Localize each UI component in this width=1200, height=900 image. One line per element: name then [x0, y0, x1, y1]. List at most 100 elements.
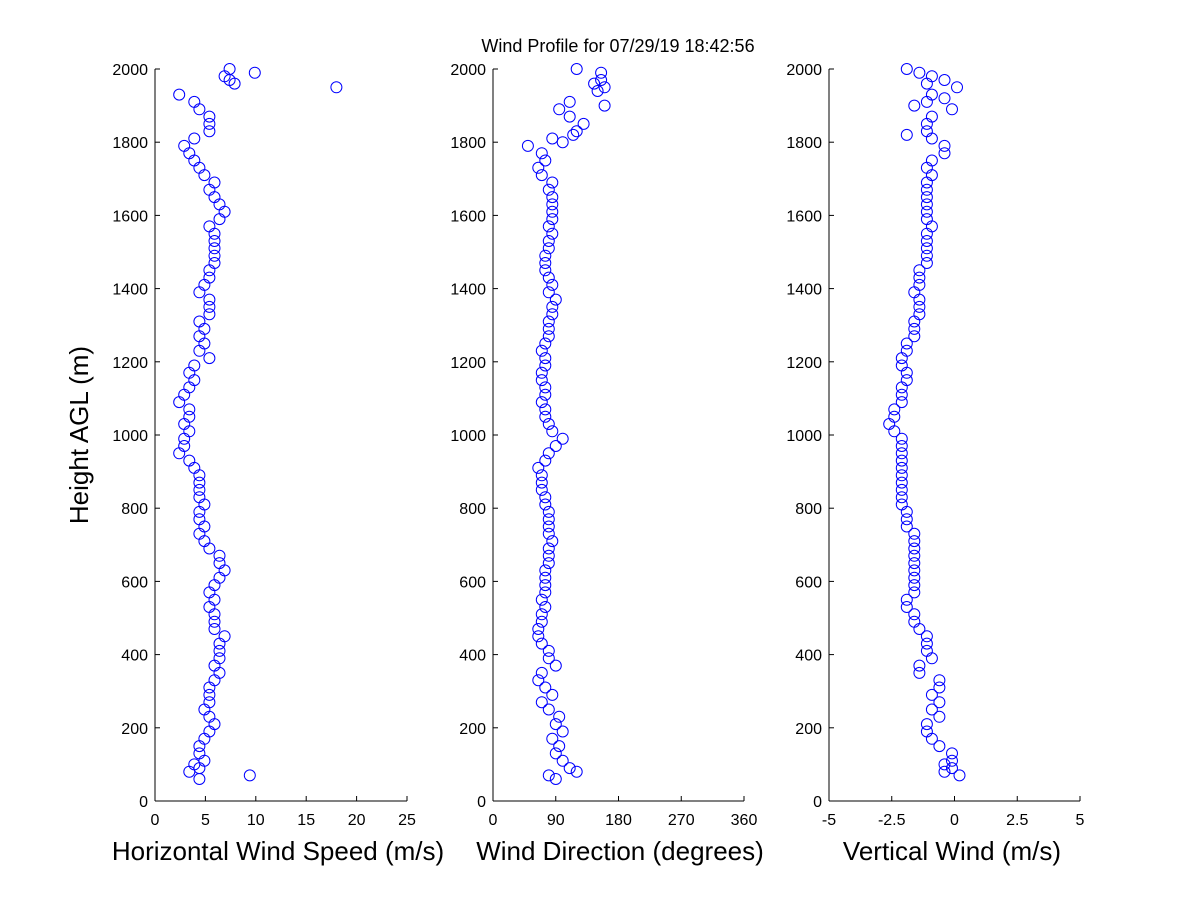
- vertical-data-point: [895, 447, 908, 460]
- direction-data-point: [549, 659, 562, 672]
- vertical-data-point: [938, 74, 951, 86]
- direction-data-point: [535, 696, 548, 709]
- vertical-y-tick-label: 1400: [786, 282, 822, 299]
- direction-data-point: [546, 278, 559, 291]
- vertical-y-tick-label: 2000: [786, 62, 822, 79]
- vertical-data-point: [900, 63, 913, 75]
- vertical-data-point: [933, 696, 946, 709]
- vertical-y-tick-label: 600: [795, 574, 822, 591]
- direction-data-point: [535, 483, 548, 496]
- speed-y-tick-label: 0: [139, 794, 148, 811]
- vertical-data-point: [895, 359, 908, 372]
- vertical-data-point: [925, 703, 938, 716]
- direction-data-point: [539, 381, 552, 394]
- vertical-data-point: [908, 542, 921, 555]
- direction-x-tick-label: 180: [605, 812, 632, 829]
- direction-data-point: [521, 139, 534, 152]
- vertical-data-point: [953, 769, 966, 782]
- speed-x-axis-label: Horizontal Wind Speed (m/s): [112, 836, 444, 866]
- direction-data-point: [539, 491, 552, 504]
- direction-data-point: [588, 77, 601, 90]
- vertical-data-point: [895, 483, 908, 496]
- direction-data-point: [546, 213, 559, 226]
- vertical-data-point: [908, 322, 921, 335]
- vertical-x-axis-label: Vertical Wind (m/s): [843, 836, 1061, 866]
- speed-y-tick-label: 1800: [112, 135, 148, 152]
- vertical-y-tick-label: 0: [813, 794, 822, 811]
- direction-y-tick-label: 1000: [450, 428, 486, 445]
- vertical-data-point: [908, 571, 921, 584]
- speed-y-tick-label: 400: [121, 648, 148, 665]
- direction-data-point: [542, 271, 555, 284]
- direction-data-point: [556, 725, 569, 738]
- direction-data-point: [535, 147, 548, 160]
- direction-data-point: [595, 74, 608, 86]
- vertical-data-point: [920, 630, 933, 643]
- vertical-data-point: [895, 461, 908, 474]
- speed-data-point: [193, 315, 206, 328]
- direction-data-point: [546, 300, 559, 313]
- speed-data-point: [213, 549, 226, 562]
- speed-data-point: [208, 176, 221, 189]
- direction-panel: 0 200 400 600 800 1000 1200 1400 1600 1800 2000 0 90…: [450, 62, 763, 866]
- vertical-data-point: [895, 432, 908, 445]
- vertical-data-point: [920, 235, 933, 247]
- vertical-data-point: [908, 579, 921, 592]
- direction-data-point: [546, 535, 559, 548]
- speed-data-point: [203, 300, 216, 313]
- speed-data-point: [208, 242, 221, 255]
- speed-x-tick-label: 15: [297, 812, 315, 829]
- vertical-data-point: [938, 139, 951, 152]
- vertical-data-point: [938, 92, 951, 105]
- direction-data-point: [549, 773, 562, 785]
- direction-data-point: [539, 264, 552, 277]
- direction-data-point: [546, 308, 559, 321]
- direction-data-point: [542, 520, 555, 533]
- direction-data-point: [542, 183, 555, 196]
- direction-y-tick-label: 1800: [450, 135, 486, 152]
- direction-data-point: [577, 117, 590, 130]
- vertical-data-point: [925, 110, 938, 123]
- direction-data-point: [539, 498, 552, 511]
- speed-data-point: [193, 483, 206, 496]
- direction-x-tick-label: 360: [731, 812, 758, 829]
- speed-panel: 0 200 400 600 800 1000 1200 1400 1600 1800 2000 0 5 1…: [64, 62, 444, 866]
- vertical-data-point: [913, 271, 926, 284]
- vertical-data-point: [888, 403, 901, 416]
- direction-data-point: [539, 601, 552, 613]
- speed-y-axis-label: Height AGL (m): [64, 346, 94, 524]
- speed-y-tick-label: 800: [121, 501, 148, 518]
- direction-data-point: [546, 176, 559, 189]
- direction-data-point: [542, 769, 555, 782]
- speed-data-point: [203, 220, 216, 233]
- direction-data-point: [553, 103, 566, 116]
- speed-data-point: [248, 66, 261, 79]
- speed-data-point: [208, 249, 221, 262]
- speed-data-point: [193, 513, 206, 526]
- direction-data-point: [546, 688, 559, 701]
- direction-data-point: [542, 703, 555, 716]
- direction-data-point: [539, 257, 552, 269]
- direction-data-point: [539, 579, 552, 592]
- vertical-data-point: [895, 440, 908, 452]
- speed-data-point: [203, 125, 216, 138]
- direction-data-point: [539, 337, 552, 350]
- vertical-x-tick-label: -2.5: [878, 812, 906, 829]
- vertical-data-point: [895, 469, 908, 482]
- direction-data-point: [556, 432, 569, 445]
- direction-data-point: [546, 227, 559, 240]
- vertical-data-point: [933, 710, 946, 723]
- speed-data-point: [330, 81, 343, 94]
- speed-y-tick-label: 1600: [112, 208, 148, 225]
- vertical-data-point: [908, 527, 921, 540]
- speed-data-point: [203, 308, 216, 321]
- direction-data-point: [535, 344, 548, 357]
- speed-data-point: [213, 644, 226, 657]
- vertical-data-point: [900, 344, 913, 357]
- vertical-data-point: [895, 476, 908, 489]
- direction-data-point: [598, 81, 611, 94]
- vertical-data-point: [900, 601, 913, 613]
- direction-data-point: [539, 352, 552, 365]
- vertical-data-point: [908, 330, 921, 343]
